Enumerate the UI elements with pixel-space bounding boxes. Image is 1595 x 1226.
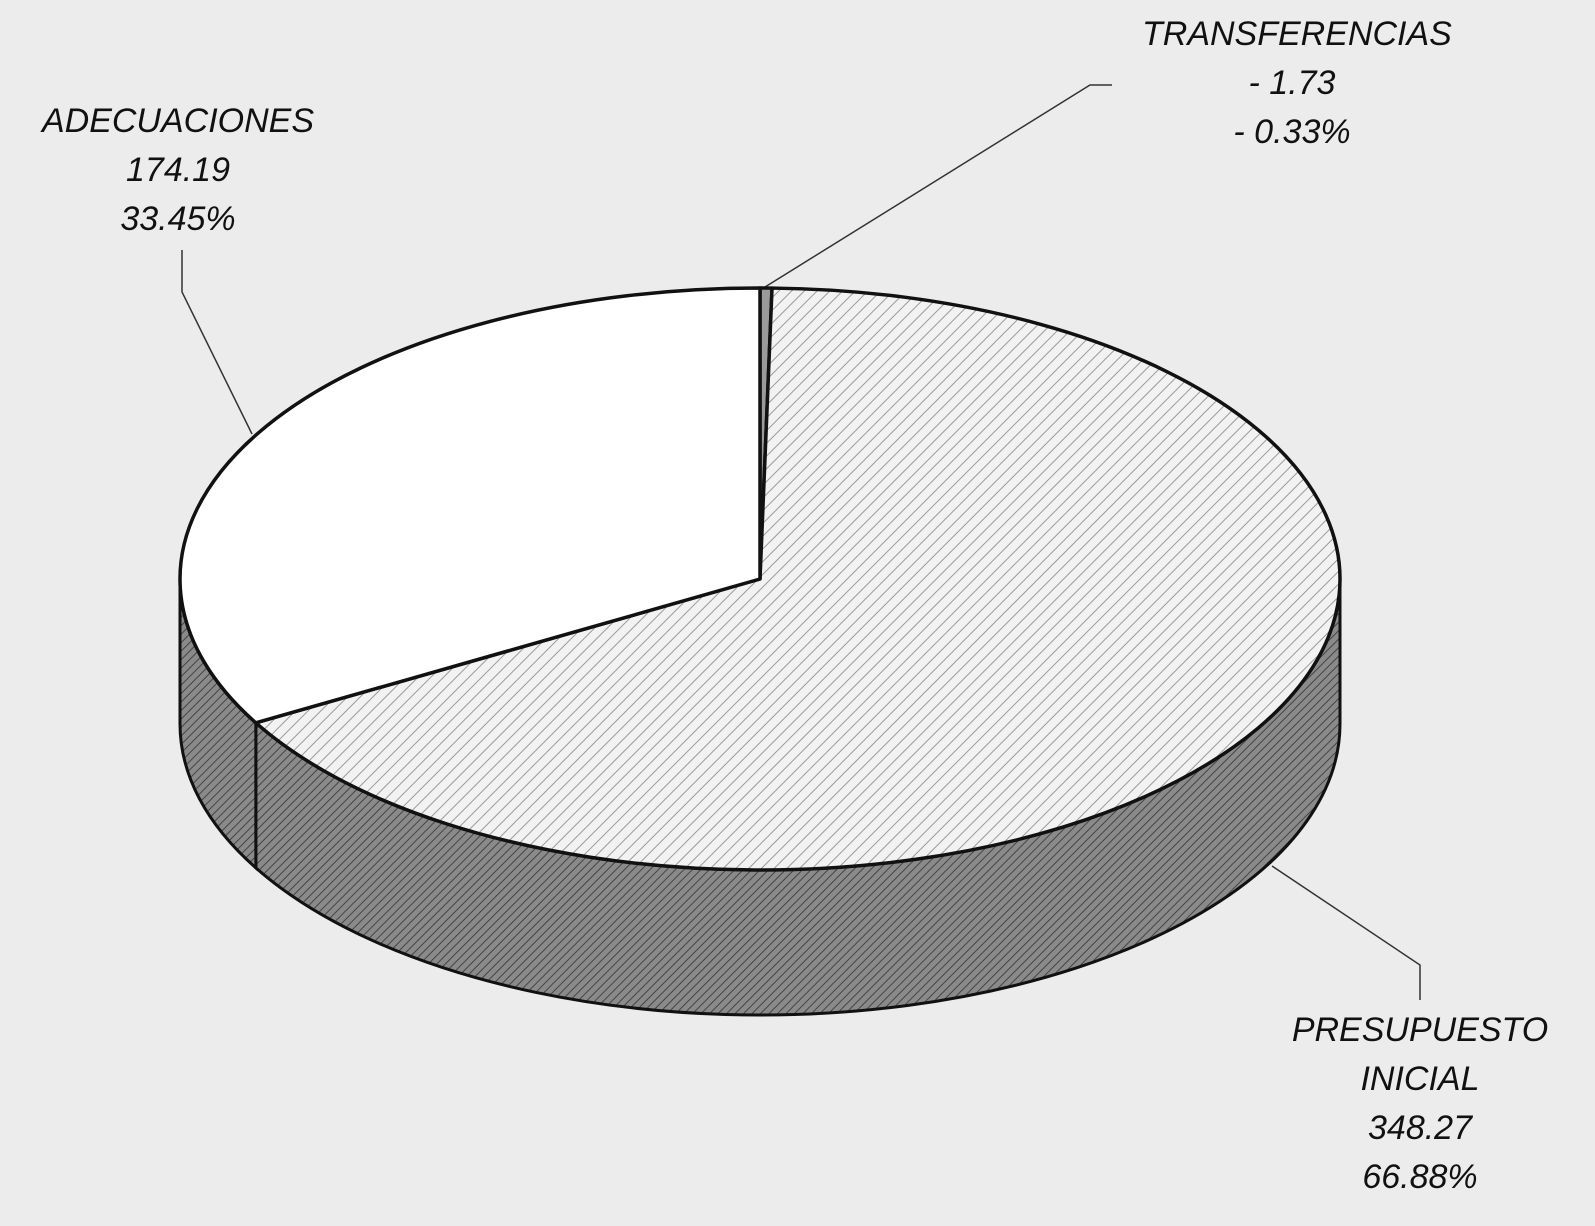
slice-label: PRESUPUESTO INICIAL 348.27 66.88% [1270,1006,1570,1202]
value-label: 174.19 [126,151,230,189]
leader-line [1271,865,1421,1000]
category: ADECUACIONES [41,102,315,140]
slice-label: ADECUACIONES 174.19 33.45% [28,97,328,244]
percentage-label: - 0.33% [1233,113,1351,151]
percentage-label: 33.45% [120,200,236,238]
slice-label: TRANSFERENCIAS - 1.73 - 0.33% [1142,10,1452,157]
category: PRESUPUESTO INICIAL [1291,1011,1549,1098]
category: TRANSFERENCIAS [1142,15,1452,53]
slice [254,286,1342,872]
slice [178,286,762,725]
value-label: 348.27 [1368,1109,1472,1147]
leader-line [756,84,1112,293]
percentage-label: 66.88% [1362,1158,1478,1196]
leader-line [181,250,253,435]
value-label: - 1.73 [1248,64,1336,102]
